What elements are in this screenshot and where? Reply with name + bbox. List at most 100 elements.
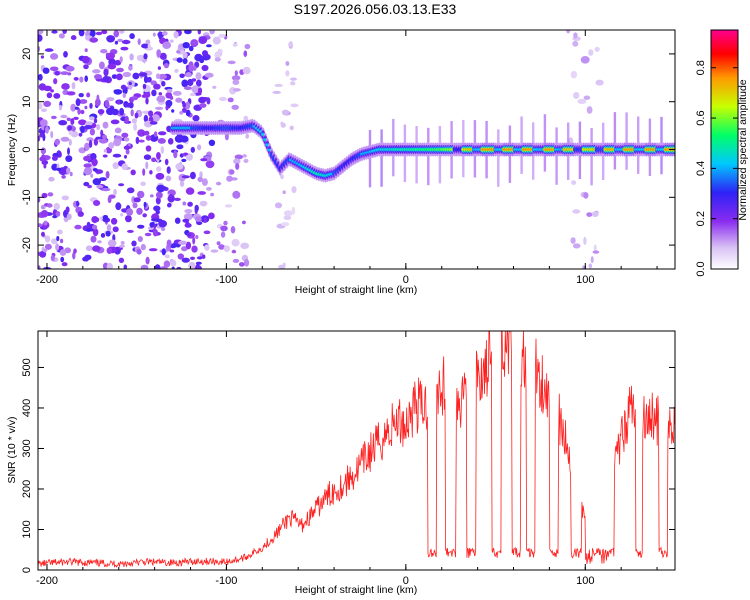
- noise-speckle: [93, 138, 99, 146]
- colorbar-tick-label: 0.6: [695, 110, 707, 125]
- noise-speckle: [220, 231, 226, 238]
- noise-speckle: [588, 263, 593, 269]
- noise-speckle: [152, 32, 156, 37]
- noise-speckle: [74, 106, 79, 110]
- noise-speckle: [156, 166, 162, 172]
- noise-speckle: [244, 259, 250, 267]
- noise-speckle: [67, 147, 70, 155]
- noise-speckle: [290, 81, 296, 86]
- snr-ylabel: SNR (10 * v/v): [6, 416, 18, 483]
- noise-speckle: [78, 93, 84, 98]
- noise-speckle: [185, 64, 190, 71]
- noise-speckle: [119, 30, 125, 34]
- noise-speckle: [85, 121, 93, 126]
- noise-speckle: [97, 109, 105, 115]
- noise-speckle: [128, 81, 132, 86]
- noise-speckle: [166, 125, 172, 132]
- noise-speckle: [83, 125, 93, 130]
- noise-speckle: [137, 38, 141, 45]
- noise-speckle: [38, 223, 43, 228]
- noise-speckle: [138, 139, 145, 143]
- noise-speckle: [91, 216, 99, 223]
- noise-speckle: [100, 233, 106, 238]
- noise-speckle: [174, 68, 179, 73]
- noise-speckle: [233, 88, 241, 92]
- noise-speckle: [158, 220, 168, 228]
- noise-speckle: [108, 142, 115, 149]
- snr-xlabel: Height of straight line (km): [295, 584, 418, 596]
- noise-speckle: [176, 50, 181, 54]
- noise-speckle: [119, 107, 125, 116]
- noise-speckle: [110, 119, 120, 125]
- noise-speckle: [141, 43, 150, 49]
- noise-speckle: [231, 75, 241, 81]
- noise-speckle: [84, 48, 88, 53]
- noise-speckle: [147, 76, 152, 83]
- noise-speckle: [105, 230, 111, 237]
- noise-speckle: [85, 245, 93, 251]
- noise-speckle: [274, 83, 283, 87]
- noise-speckle: [154, 264, 161, 269]
- noise-speckle: [200, 158, 208, 162]
- noise-speckle: [41, 192, 48, 199]
- noise-speckle: [58, 33, 65, 39]
- y-tick-label: -10: [21, 189, 33, 205]
- noise-speckle: [212, 36, 221, 45]
- noise-speckle: [573, 32, 578, 39]
- noise-speckle: [168, 193, 174, 199]
- noise-speckle: [153, 131, 158, 138]
- noise-speckle: [243, 158, 249, 163]
- noise-speckle: [169, 95, 174, 100]
- noise-speckle: [181, 79, 189, 88]
- noise-speckle: [242, 154, 247, 158]
- noise-speckle: [196, 256, 203, 260]
- noise-speckle: [134, 112, 139, 119]
- noise-speckle: [165, 175, 172, 182]
- noise-speckle: [87, 184, 92, 189]
- noise-speckle: [41, 108, 47, 112]
- noise-speckle: [283, 210, 293, 217]
- noise-speckle: [203, 217, 207, 223]
- noise-speckle: [106, 224, 112, 231]
- y-tick-label: 500: [21, 358, 33, 376]
- noise-speckle: [229, 169, 235, 175]
- noise-speckle: [116, 73, 123, 81]
- noise-speckle: [281, 222, 290, 227]
- noise-speckle: [89, 37, 99, 43]
- noise-speckle: [591, 211, 599, 218]
- noise-speckle: [97, 240, 102, 244]
- noise-speckle: [101, 187, 111, 192]
- noise-speckle: [194, 216, 202, 222]
- noise-speckle: [206, 44, 212, 48]
- noise-speckle: [55, 243, 60, 251]
- noise-speckle: [181, 257, 190, 263]
- noise-speckle: [184, 209, 193, 214]
- noise-speckle: [183, 213, 193, 221]
- noise-speckle: [84, 75, 88, 82]
- noise-speckle: [61, 83, 70, 90]
- noise-speckle: [132, 202, 138, 209]
- noise-speckle: [120, 84, 127, 90]
- noise-speckle: [70, 103, 77, 112]
- colorbar-gradient: [710, 29, 739, 270]
- noise-speckle: [126, 208, 134, 216]
- noise-speckle: [56, 167, 62, 171]
- noise-speckle: [278, 264, 286, 269]
- noise-speckle: [102, 154, 108, 158]
- noise-streak: [555, 127, 558, 185]
- noise-speckle: [115, 62, 121, 66]
- noise-speckle: [115, 202, 122, 211]
- noise-speckle: [231, 238, 240, 247]
- noise-speckle: [39, 156, 46, 162]
- noise-speckle: [194, 265, 203, 269]
- noise-speckle: [116, 67, 124, 73]
- noise-speckle: [83, 163, 92, 168]
- noise-speckle: [214, 57, 221, 62]
- noise-speckle: [145, 97, 149, 105]
- noise-speckle: [166, 239, 172, 248]
- noise-speckle: [112, 162, 119, 170]
- noise-speckle: [59, 249, 67, 256]
- noise-speckle: [155, 197, 161, 205]
- noise-speckle: [67, 125, 72, 131]
- colorbar-tick-label: 0.0: [695, 261, 707, 276]
